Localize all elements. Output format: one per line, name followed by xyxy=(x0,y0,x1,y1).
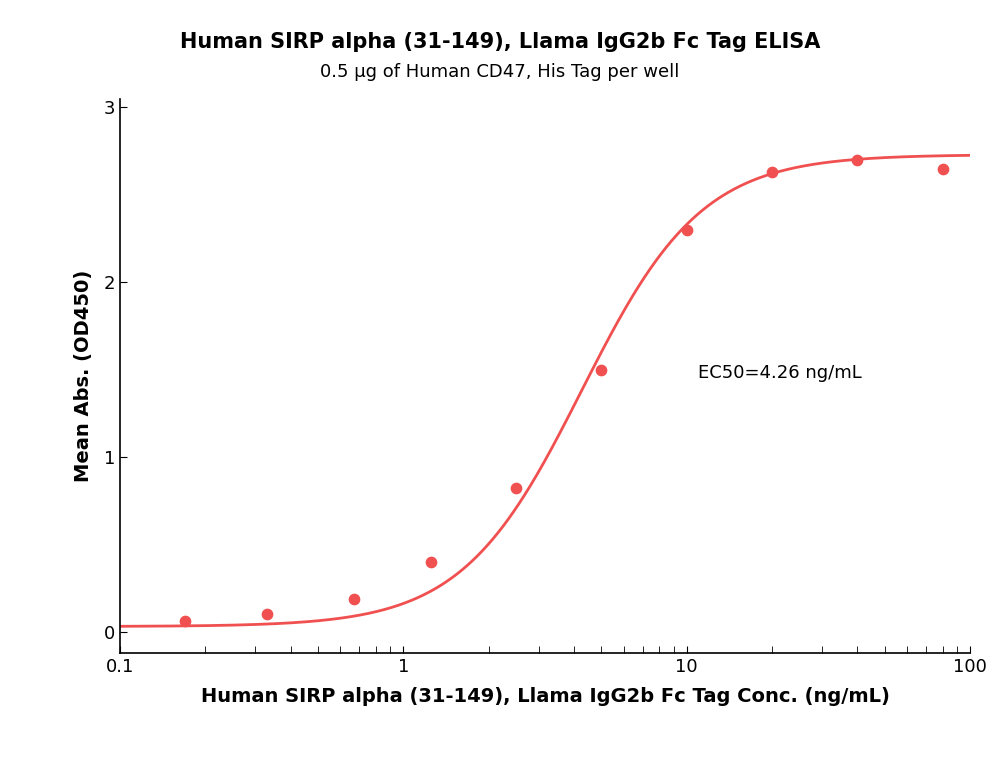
Point xyxy=(259,608,275,620)
Point xyxy=(593,364,609,376)
X-axis label: Human SIRP alpha (31-149), Llama IgG2b Fc Tag Conc. (ng/mL): Human SIRP alpha (31-149), Llama IgG2b F… xyxy=(201,687,889,706)
Point xyxy=(679,224,695,236)
Text: 0.5 μg of Human CD47, His Tag per well: 0.5 μg of Human CD47, His Tag per well xyxy=(320,63,680,81)
Point xyxy=(849,154,865,166)
Point xyxy=(423,556,439,568)
Point xyxy=(508,483,524,495)
Y-axis label: Mean Abs. (OD450): Mean Abs. (OD450) xyxy=(74,269,93,482)
Text: EC50=4.26 ng/mL: EC50=4.26 ng/mL xyxy=(698,364,862,382)
Point xyxy=(346,594,362,606)
Point xyxy=(177,615,193,627)
Point xyxy=(764,166,780,178)
Text: Human SIRP alpha (31-149), Llama IgG2b Fc Tag ELISA: Human SIRP alpha (31-149), Llama IgG2b F… xyxy=(180,32,820,52)
Point xyxy=(935,162,951,175)
